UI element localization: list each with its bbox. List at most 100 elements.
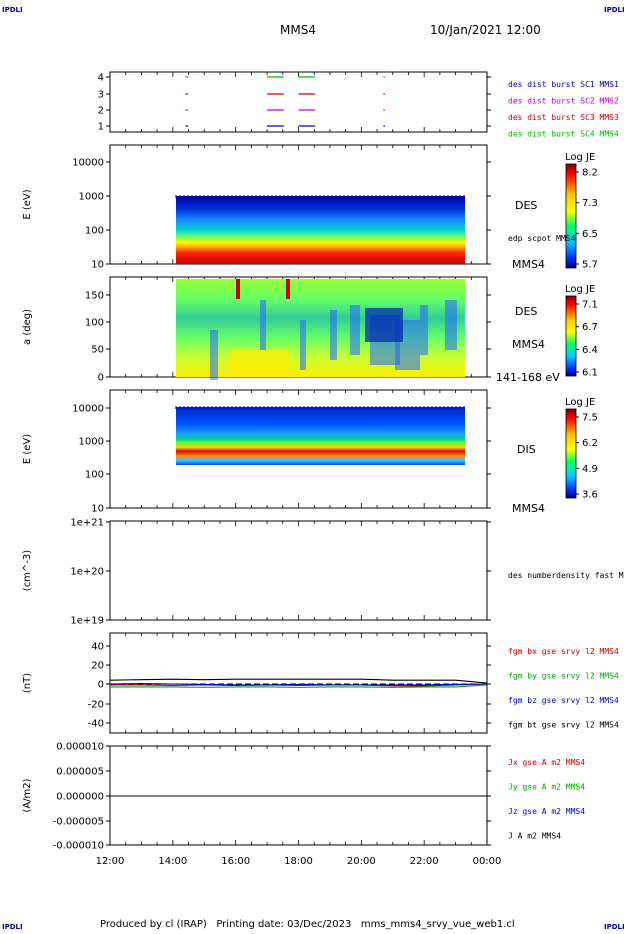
colorbar-tick-label: 6.7 bbox=[582, 322, 598, 333]
pitch-angle-depletion bbox=[365, 308, 403, 342]
y-axis-label: E (eV) bbox=[22, 189, 33, 219]
series-line bbox=[109, 678, 488, 684]
corner-label-bottom-left: IPDLI bbox=[2, 923, 23, 931]
y-tick-label: 50 bbox=[91, 345, 104, 356]
colorbar-tick-label: 7.3 bbox=[582, 198, 598, 209]
time-axis-label: 16:00 bbox=[221, 856, 250, 867]
pitch-angle-hotspot bbox=[286, 279, 290, 299]
legend-entry: Jy gse A m2 MMS4 bbox=[508, 783, 585, 792]
time-axis-label: 00:00 bbox=[473, 856, 502, 867]
energy-range-label: 141-168 eV bbox=[496, 371, 560, 384]
corner-label-top-right: IPDLI bbox=[604, 6, 625, 14]
colorbar-tick-label: 3.6 bbox=[582, 490, 598, 501]
legend-entry: des dist burst SC4 MMS4 bbox=[508, 130, 619, 139]
series-line bbox=[110, 684, 488, 688]
y-tick-label: 1000 bbox=[79, 192, 104, 203]
y-tick-label: 2 bbox=[98, 106, 104, 117]
y-tick-label: 1e+21 bbox=[70, 518, 104, 529]
colorbar-title: Log JE bbox=[565, 284, 595, 295]
y-tick-label: -0.000005 bbox=[53, 817, 104, 828]
side-label: MMS4 bbox=[512, 338, 545, 351]
colorbar-tick-label: 8.2 bbox=[582, 168, 598, 179]
panel-frame-burst-availability bbox=[109, 71, 488, 133]
pitch-angle-streak bbox=[210, 330, 218, 380]
colorbar-tick-label: 6.1 bbox=[582, 368, 598, 379]
dis-spectrogram bbox=[175, 407, 466, 465]
time-axis-label: 22:00 bbox=[410, 856, 439, 867]
colorbar-tick-label: 7.5 bbox=[582, 413, 598, 424]
corner-label-top-left: IPDLI bbox=[2, 6, 23, 14]
legend-entry: des dist burst SC2 MMS2 bbox=[508, 97, 619, 106]
legend-entry: J A m2 MMS4 bbox=[508, 832, 561, 841]
colorbar-tick-label: 5.7 bbox=[582, 260, 598, 271]
des-spectrogram bbox=[175, 196, 466, 264]
legend-entry: des numberdensity fast M bbox=[508, 571, 624, 580]
y-axis-label: (nT) bbox=[22, 673, 33, 693]
colorbar-tick-label: 6.4 bbox=[582, 345, 598, 356]
y-tick-label: 0 bbox=[98, 680, 104, 691]
spacecraft-label: MMS4 bbox=[512, 502, 545, 515]
colorbar bbox=[565, 163, 577, 269]
pitch-angle-band bbox=[230, 350, 290, 377]
y-tick-label: 20 bbox=[91, 661, 104, 672]
legend-entry: des dist burst SC1 MMS1 bbox=[508, 80, 619, 89]
pitch-angle-streak bbox=[445, 300, 457, 350]
pitch-angle-streak bbox=[350, 305, 360, 355]
y-tick-label: 10 bbox=[91, 504, 104, 515]
legend-entry: Jx gse A m2 MMS4 bbox=[508, 758, 585, 767]
corner-label-bottom-right: IPDLI bbox=[604, 923, 625, 931]
pitch-angle-hotspot bbox=[236, 279, 240, 299]
y-tick-label: 10000 bbox=[72, 158, 104, 169]
instrument-label: DES bbox=[515, 199, 537, 212]
time-axis-label: 12:00 bbox=[96, 856, 125, 867]
panel-frame-number-density bbox=[109, 520, 488, 621]
y-axis-label: (A/m2) bbox=[22, 778, 33, 812]
series-line bbox=[109, 682, 488, 686]
y-tick-label: 150 bbox=[85, 291, 104, 302]
y-tick-label: 100 bbox=[85, 226, 104, 237]
pitch-angle-streak bbox=[300, 320, 306, 370]
y-tick-label: 3 bbox=[98, 90, 104, 101]
y-tick-label: 100 bbox=[85, 470, 104, 481]
panel-frame-magnetic-field bbox=[109, 632, 488, 734]
legend-entry: Jz gse A m2 MMS4 bbox=[508, 807, 585, 816]
time-axis-label: 18:00 bbox=[284, 856, 313, 867]
y-tick-label: 40 bbox=[91, 642, 104, 653]
y-tick-label: 0 bbox=[98, 373, 104, 384]
y-tick-label: -20 bbox=[88, 700, 104, 711]
y-tick-label: 0.000010 bbox=[56, 742, 104, 753]
y-tick-label: -40 bbox=[88, 719, 104, 730]
y-tick-label: 0.000005 bbox=[56, 767, 104, 778]
page-title: MMS4 bbox=[280, 23, 316, 37]
colorbar-tick-label: 7.1 bbox=[582, 300, 598, 311]
y-tick-label: 1 bbox=[98, 122, 104, 133]
colorbar-tick-label: 6.2 bbox=[582, 438, 598, 449]
y-axis-label: (cm^-3) bbox=[22, 550, 33, 591]
y-axis-label: a (deg) bbox=[22, 309, 33, 345]
colorbar-title: Log JE bbox=[565, 152, 595, 163]
series-line bbox=[110, 683, 488, 687]
y-tick-label: 1000 bbox=[79, 437, 104, 448]
pitch-angle-streak bbox=[260, 300, 266, 350]
y-tick-label: 10 bbox=[91, 260, 104, 271]
y-tick-label: 100 bbox=[85, 318, 104, 329]
colorbar-tick-label: 4.9 bbox=[582, 464, 598, 475]
pitch-angle-streak bbox=[420, 305, 428, 355]
spacecraft-label: MMS4 bbox=[512, 258, 545, 271]
time-axis-label: 20:00 bbox=[347, 856, 376, 867]
legend-entry: fgm bt gse srvy l2 MMS4 bbox=[508, 721, 619, 730]
legend-entry: fgm by gse srvy l2 MMS4 bbox=[508, 672, 619, 681]
legend-entry: des dist burst SC3 MMS3 bbox=[508, 113, 619, 122]
y-tick-label: -0.000010 bbox=[53, 841, 104, 852]
side-label: edp scpot MMS4 bbox=[508, 234, 576, 243]
y-tick-label: 1e+20 bbox=[70, 567, 104, 578]
y-axis-label: E (eV) bbox=[22, 434, 33, 464]
y-tick-label: 0.000000 bbox=[56, 792, 104, 803]
instrument-label: DIS bbox=[517, 443, 536, 456]
y-tick-label: 10000 bbox=[72, 404, 104, 415]
colorbar bbox=[565, 295, 577, 377]
colorbar-title: Log JE bbox=[565, 397, 595, 408]
legend-entry: fgm bx gse srvy l2 MMS4 bbox=[508, 647, 619, 656]
plot-date: 10/Jan/2021 12:00 bbox=[430, 23, 541, 37]
